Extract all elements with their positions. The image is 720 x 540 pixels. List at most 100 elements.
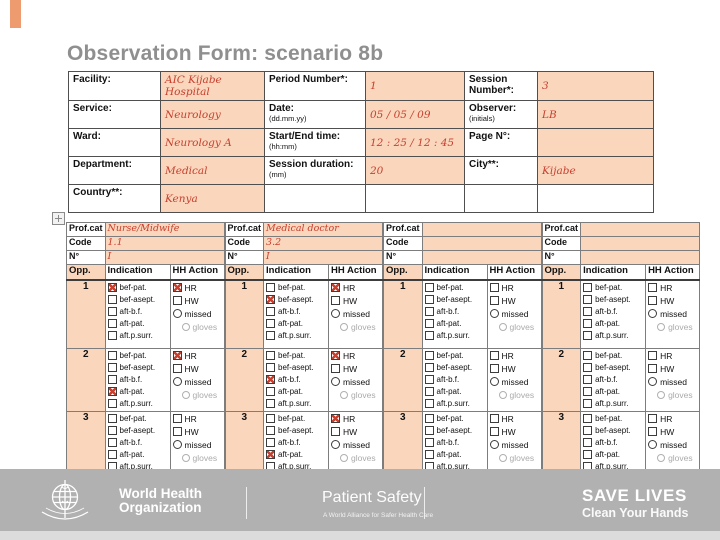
- indication-checkbox[interactable]: [583, 362, 593, 372]
- indication-checkbox[interactable]: [107, 425, 117, 435]
- gloves-radio[interactable]: [181, 453, 190, 462]
- indication-checkbox[interactable]: [266, 318, 276, 328]
- gloves-radio[interactable]: [657, 322, 666, 331]
- field-value-cell[interactable]: Medical: [160, 156, 265, 185]
- missed-radio[interactable]: [172, 440, 182, 449]
- indication-checkbox[interactable]: [424, 386, 434, 396]
- indication-checkbox[interactable]: [266, 386, 276, 396]
- code-value[interactable]: 1.1: [104, 236, 225, 251]
- action-checkbox[interactable]: [489, 283, 499, 292]
- gloves-radio[interactable]: [498, 322, 507, 331]
- action-checkbox[interactable]: [331, 351, 341, 360]
- missed-radio[interactable]: [172, 377, 182, 386]
- gloves-radio[interactable]: [340, 390, 349, 399]
- missed-radio[interactable]: [648, 440, 658, 449]
- missed-radio[interactable]: [331, 309, 341, 318]
- gloves-radio[interactable]: [498, 390, 507, 399]
- field-value-cell[interactable]: 12 : 25 / 12 : 45: [365, 128, 465, 157]
- indication-checkbox[interactable]: [266, 374, 276, 384]
- code-value[interactable]: 3.2: [263, 236, 384, 251]
- action-checkbox[interactable]: [489, 296, 499, 305]
- field-value-cell[interactable]: 20: [365, 156, 465, 185]
- field-value-cell[interactable]: [365, 184, 465, 213]
- indication-checkbox[interactable]: [583, 398, 593, 408]
- indication-checkbox[interactable]: [583, 330, 593, 340]
- indication-checkbox[interactable]: [266, 282, 276, 292]
- indication-checkbox[interactable]: [266, 425, 276, 435]
- indication-checkbox[interactable]: [424, 282, 434, 292]
- indication-checkbox[interactable]: [107, 374, 117, 384]
- action-checkbox[interactable]: [331, 364, 341, 373]
- missed-radio[interactable]: [648, 377, 658, 386]
- indication-checkbox[interactable]: [424, 449, 434, 459]
- missed-radio[interactable]: [489, 309, 499, 318]
- n-value[interactable]: [580, 250, 701, 265]
- profcat-value[interactable]: [421, 222, 542, 237]
- indication-checkbox[interactable]: [583, 413, 593, 423]
- field-value-cell[interactable]: [537, 128, 654, 157]
- indication-checkbox[interactable]: [107, 318, 117, 328]
- indication-checkbox[interactable]: [583, 306, 593, 316]
- gloves-radio[interactable]: [181, 322, 190, 331]
- indication-checkbox[interactable]: [266, 294, 276, 304]
- indication-checkbox[interactable]: [583, 350, 593, 360]
- action-checkbox[interactable]: [648, 414, 658, 423]
- action-checkbox[interactable]: [648, 296, 658, 305]
- indication-checkbox[interactable]: [107, 449, 117, 459]
- indication-checkbox[interactable]: [266, 306, 276, 316]
- field-value-cell[interactable]: 1: [365, 71, 465, 101]
- gloves-radio[interactable]: [340, 453, 349, 462]
- indication-checkbox[interactable]: [583, 282, 593, 292]
- indication-checkbox[interactable]: [424, 374, 434, 384]
- indication-checkbox[interactable]: [583, 386, 593, 396]
- missed-radio[interactable]: [331, 377, 341, 386]
- action-checkbox[interactable]: [172, 283, 182, 292]
- indication-checkbox[interactable]: [424, 425, 434, 435]
- indication-checkbox[interactable]: [107, 282, 117, 292]
- indication-checkbox[interactable]: [266, 330, 276, 340]
- action-checkbox[interactable]: [331, 296, 341, 305]
- gloves-radio[interactable]: [657, 453, 666, 462]
- n-value[interactable]: I: [104, 250, 225, 265]
- field-value-cell[interactable]: 3: [537, 71, 654, 101]
- field-value-cell[interactable]: LB: [537, 100, 654, 129]
- indication-checkbox[interactable]: [583, 294, 593, 304]
- indication-checkbox[interactable]: [424, 398, 434, 408]
- action-checkbox[interactable]: [648, 364, 658, 373]
- indication-checkbox[interactable]: [266, 449, 276, 459]
- missed-radio[interactable]: [331, 440, 341, 449]
- gloves-radio[interactable]: [657, 390, 666, 399]
- indication-checkbox[interactable]: [107, 350, 117, 360]
- missed-radio[interactable]: [648, 309, 658, 318]
- indication-checkbox[interactable]: [424, 413, 434, 423]
- gloves-radio[interactable]: [340, 322, 349, 331]
- gloves-radio[interactable]: [498, 453, 507, 462]
- indication-checkbox[interactable]: [107, 386, 117, 396]
- indication-checkbox[interactable]: [107, 330, 117, 340]
- profcat-value[interactable]: Nurse/Midwife: [104, 222, 225, 237]
- indication-checkbox[interactable]: [583, 374, 593, 384]
- code-value[interactable]: [580, 236, 701, 251]
- action-checkbox[interactable]: [172, 427, 182, 436]
- action-checkbox[interactable]: [648, 427, 658, 436]
- action-checkbox[interactable]: [172, 296, 182, 305]
- indication-checkbox[interactable]: [583, 318, 593, 328]
- action-checkbox[interactable]: [331, 427, 341, 436]
- action-checkbox[interactable]: [172, 364, 182, 373]
- indication-checkbox[interactable]: [424, 306, 434, 316]
- indication-checkbox[interactable]: [266, 437, 276, 447]
- action-checkbox[interactable]: [489, 427, 499, 436]
- n-value[interactable]: [421, 250, 542, 265]
- missed-radio[interactable]: [489, 440, 499, 449]
- indication-checkbox[interactable]: [424, 330, 434, 340]
- indication-checkbox[interactable]: [583, 437, 593, 447]
- indication-checkbox[interactable]: [424, 350, 434, 360]
- indication-checkbox[interactable]: [107, 294, 117, 304]
- profcat-value[interactable]: [580, 222, 701, 237]
- indication-checkbox[interactable]: [424, 318, 434, 328]
- field-value-cell[interactable]: AIC Kijabe Hospital: [160, 71, 265, 101]
- indication-checkbox[interactable]: [107, 398, 117, 408]
- missed-radio[interactable]: [172, 309, 182, 318]
- profcat-value[interactable]: Medical doctor: [263, 222, 384, 237]
- indication-checkbox[interactable]: [266, 350, 276, 360]
